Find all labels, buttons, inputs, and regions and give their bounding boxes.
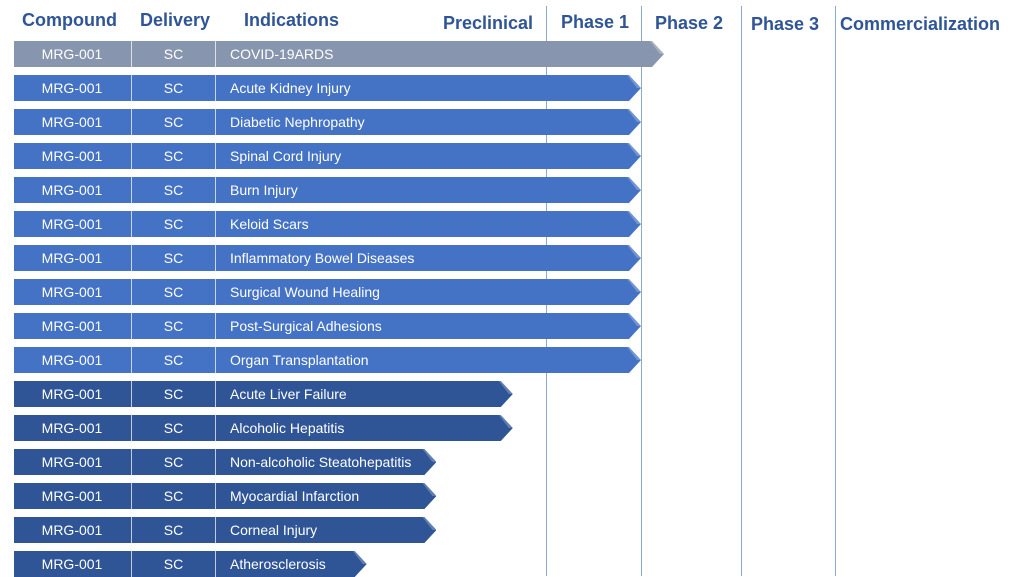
indication-cell: Acute Kidney Injury bbox=[230, 80, 351, 96]
pipeline-row: MRG-001 SC COVID-19ARDS bbox=[14, 41, 664, 67]
pipeline-row: MRG-001 SC Surgical Wound Healing bbox=[14, 279, 641, 305]
delivery-cell: SC bbox=[131, 381, 216, 407]
progress-arrow-bar bbox=[14, 41, 664, 67]
compound-cell: MRG-001 bbox=[41, 488, 103, 504]
progress-arrow-bar bbox=[14, 381, 513, 407]
phase-divider bbox=[741, 6, 742, 576]
pipeline-row: MRG-001 SC Spinal Cord Injury bbox=[14, 143, 641, 169]
progress-arrow-bar bbox=[14, 347, 641, 373]
compound-cell: MRG-001 bbox=[41, 352, 103, 368]
indication-cell: Alcoholic Hepatitis bbox=[230, 420, 345, 436]
delivery-cell: SC bbox=[131, 245, 216, 271]
delivery-cell: SC bbox=[131, 41, 216, 67]
progress-arrow-bar bbox=[14, 75, 641, 101]
delivery-cell: SC bbox=[131, 109, 216, 135]
pipeline-row: MRG-001 SC Keloid Scars bbox=[14, 211, 641, 237]
indication-cell: Keloid Scars bbox=[230, 216, 309, 232]
progress-arrow-bar bbox=[14, 415, 513, 441]
indication-cell: Corneal Injury bbox=[230, 522, 318, 538]
compound-cell: MRG-001 bbox=[41, 46, 103, 62]
indication-cell: Surgical Wound Healing bbox=[230, 284, 380, 300]
indication-cell: Acute Liver Failure bbox=[230, 386, 347, 402]
delivery-cell: SC bbox=[131, 449, 216, 475]
pipeline-row: MRG-001 SC Non-alcoholic Steatohepatitis bbox=[14, 449, 437, 475]
delivery-cell: SC bbox=[131, 143, 216, 169]
delivery-cell: SC bbox=[131, 279, 216, 305]
compound-cell: MRG-001 bbox=[41, 182, 103, 198]
header-compound: Compound bbox=[22, 10, 117, 30]
phase-divider bbox=[835, 6, 836, 576]
header-phase-1: Phase 1 bbox=[561, 12, 630, 32]
pipeline-row: MRG-001 SC Acute Kidney Injury bbox=[14, 75, 641, 101]
compound-cell: MRG-001 bbox=[41, 114, 103, 130]
indication-cell: COVID-19ARDS bbox=[230, 46, 334, 62]
progress-arrow-bar bbox=[14, 517, 437, 543]
pipeline-row: MRG-001 SC Organ Transplantation bbox=[14, 347, 641, 373]
progress-arrow-bar bbox=[14, 483, 437, 509]
progress-arrow-bar bbox=[14, 177, 641, 203]
compound-cell: MRG-001 bbox=[41, 556, 103, 572]
delivery-cell: SC bbox=[131, 517, 216, 543]
header-preclinical: Preclinical bbox=[443, 13, 534, 33]
indication-cell: Non-alcoholic Steatohepatitis bbox=[230, 454, 412, 470]
compound-cell: MRG-001 bbox=[41, 148, 103, 164]
indication-cell: Inflammatory Bowel Diseases bbox=[230, 250, 415, 266]
progress-arrow-bar bbox=[14, 109, 641, 135]
delivery-cell: SC bbox=[131, 551, 216, 577]
indication-cell: Myocardial Infarction bbox=[230, 488, 360, 504]
delivery-cell: SC bbox=[131, 75, 216, 101]
compound-cell: MRG-001 bbox=[41, 420, 103, 436]
pipeline-row: MRG-001 SC Corneal Injury bbox=[14, 517, 437, 543]
pipeline-row: MRG-001 SC Atherosclerosis bbox=[14, 551, 367, 577]
delivery-cell: SC bbox=[131, 211, 216, 237]
compound-cell: MRG-001 bbox=[41, 284, 103, 300]
indication-cell: Burn Injury bbox=[230, 182, 298, 198]
progress-arrow-bar bbox=[14, 313, 641, 339]
indication-cell: Spinal Cord Injury bbox=[230, 148, 342, 164]
compound-cell: MRG-001 bbox=[41, 80, 103, 96]
phase-divider bbox=[641, 6, 642, 576]
delivery-cell: SC bbox=[131, 347, 216, 373]
compound-cell: MRG-001 bbox=[41, 454, 103, 470]
pipeline-row: MRG-001 SC Alcoholic Hepatitis bbox=[14, 415, 513, 441]
compound-cell: MRG-001 bbox=[41, 386, 103, 402]
progress-arrow-bar bbox=[14, 245, 641, 271]
pipeline-row: MRG-001 SC Myocardial Infarction bbox=[14, 483, 437, 509]
progress-arrow-bar bbox=[14, 551, 367, 577]
indication-cell: Atherosclerosis bbox=[230, 556, 326, 572]
indication-cell: Organ Transplantation bbox=[230, 352, 369, 368]
indication-cell: Post-Surgical Adhesions bbox=[230, 318, 382, 334]
delivery-cell: SC bbox=[131, 483, 216, 509]
header-phase-2: Phase 2 bbox=[655, 13, 724, 33]
progress-arrow-bar bbox=[14, 279, 641, 305]
pipeline-row: MRG-001 SC Burn Injury bbox=[14, 177, 641, 203]
compound-cell: MRG-001 bbox=[41, 522, 103, 538]
pipeline-row: MRG-001 SC Inflammatory Bowel Diseases bbox=[14, 245, 641, 271]
pipeline-row: MRG-001 SC Diabetic Nephropathy bbox=[14, 109, 641, 135]
header-indications: Indications bbox=[244, 10, 340, 30]
progress-arrow-bar bbox=[14, 211, 641, 237]
header-delivery: Delivery bbox=[140, 10, 211, 30]
compound-cell: MRG-001 bbox=[41, 318, 103, 334]
delivery-cell: SC bbox=[131, 415, 216, 441]
pipeline-row: MRG-001 SC Post-Surgical Adhesions bbox=[14, 313, 641, 339]
progress-arrow-bar bbox=[14, 449, 437, 475]
compound-cell: MRG-001 bbox=[41, 250, 103, 266]
pipeline-row: MRG-001 SC Acute Liver Failure bbox=[14, 381, 513, 407]
header-phase-3: Phase 3 bbox=[751, 14, 820, 34]
header-commercialization: Commercialization bbox=[840, 14, 1001, 34]
delivery-cell: SC bbox=[131, 313, 216, 339]
indication-cell: Diabetic Nephropathy bbox=[230, 114, 365, 130]
delivery-cell: SC bbox=[131, 177, 216, 203]
progress-arrow-bar bbox=[14, 143, 641, 169]
compound-cell: MRG-001 bbox=[41, 216, 103, 232]
